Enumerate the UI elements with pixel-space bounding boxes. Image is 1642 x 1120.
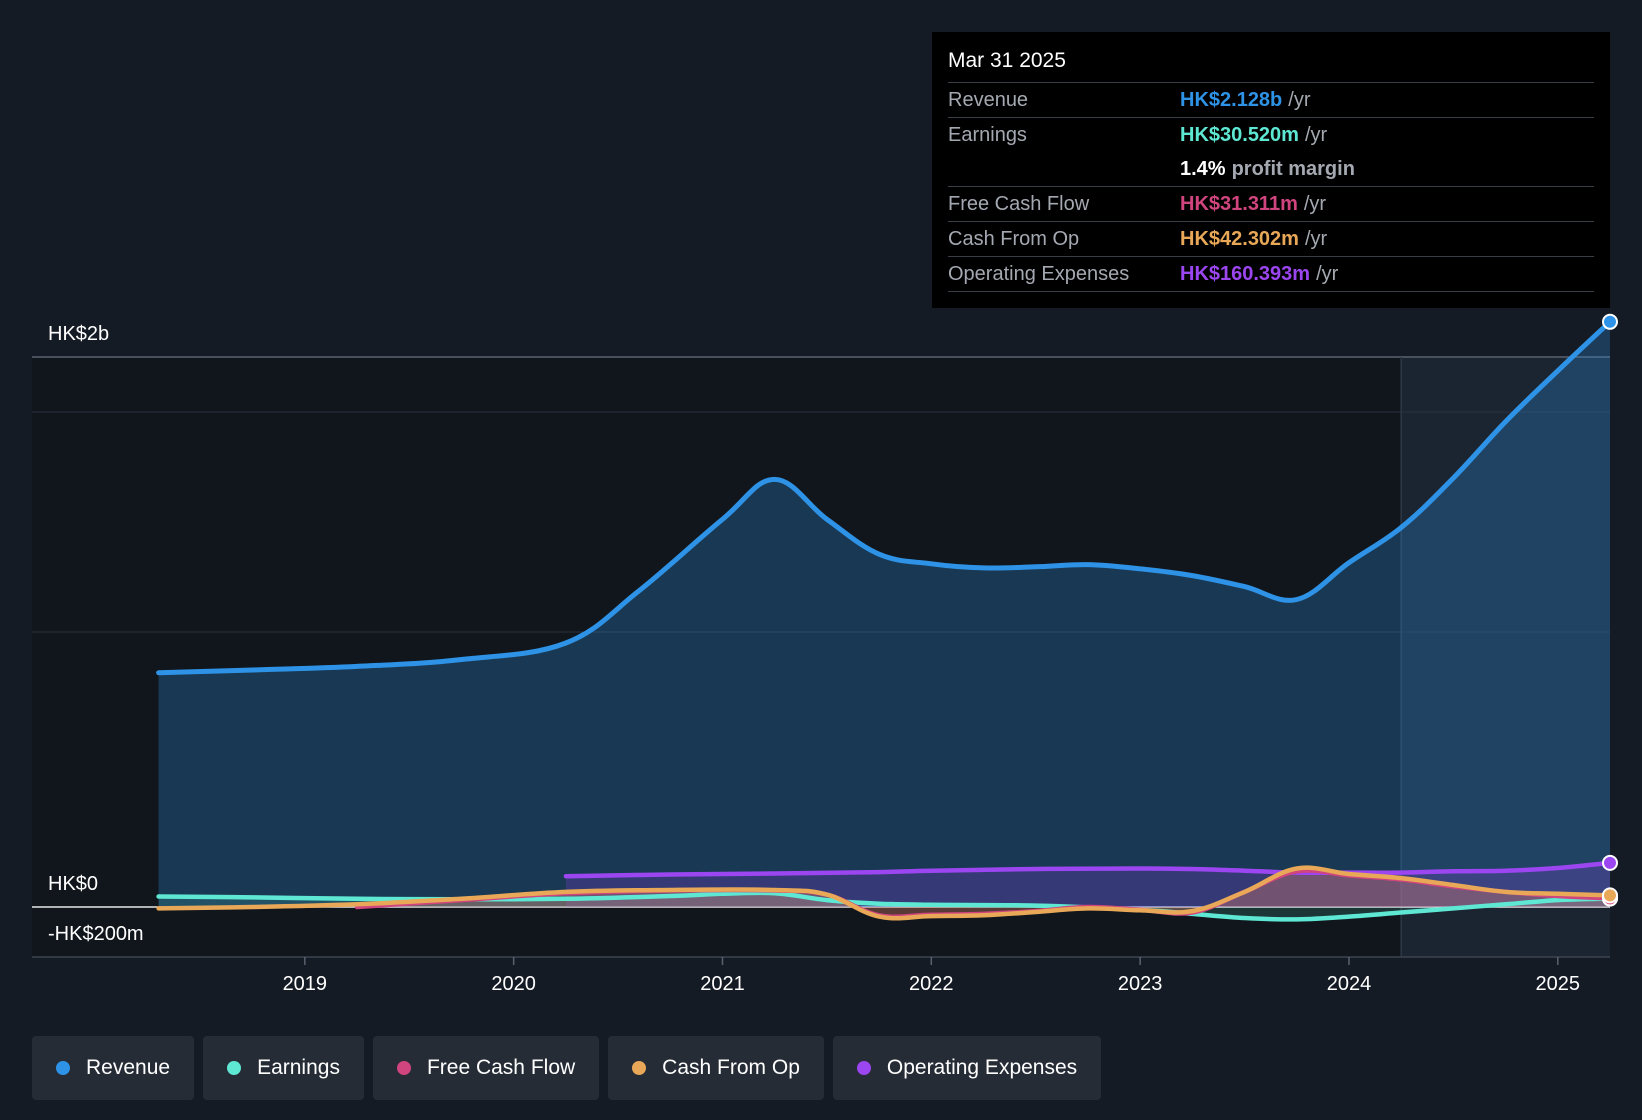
tooltip-value: HK$42.302m <box>1180 227 1299 250</box>
tooltip-value: HK$30.520m <box>1180 123 1299 146</box>
tooltip-label: Operating Expenses <box>948 262 1130 285</box>
past-region <box>32 357 1402 957</box>
revenue-area <box>158 321 1611 907</box>
legend-item-cash-from-op[interactable]: Cash From Op <box>608 1036 824 1100</box>
tooltip-label: Cash From Op <box>948 227 1080 250</box>
tooltip-row-cfo: Cash From Op HK$42.302m /yr <box>948 222 1594 257</box>
data-tooltip: Mar 31 2025 Revenue HK$2.128b /yr Earnin… <box>932 32 1610 308</box>
cash-from-op-line <box>156 865 1613 921</box>
tooltip-unit: /yr <box>1303 192 1327 215</box>
free-cash-flow-dot-icon <box>396 1061 411 1075</box>
tooltip-label: Revenue <box>948 88 1029 111</box>
legend-item-revenue[interactable]: Revenue <box>32 1036 195 1100</box>
legend-item-operating-expenses[interactable]: Operating Expenses <box>832 1036 1102 1100</box>
x-tick-label: 2019 <box>283 973 328 995</box>
x-axis-ticks: 2019 2020 2021 2022 2023 2024 2025 <box>283 957 1580 995</box>
legend-label: Revenue <box>86 1056 171 1079</box>
tooltip-row-earnings: Earnings HK$30.520m /yr <box>948 118 1594 152</box>
operating-expenses-dot-icon <box>856 1061 871 1075</box>
chart-legend: Revenue Earnings Free Cash Flow Cash Fro… <box>32 1036 1102 1100</box>
tooltip-row-margin: 1.4% profit margin <box>948 152 1594 187</box>
cash-from-op-dot-icon <box>632 1061 647 1075</box>
tooltip-row-fcf: Free Cash Flow HK$31.311m /yr <box>948 187 1594 222</box>
revenue-line <box>156 319 1613 676</box>
tooltip-value: HK$160.393m <box>1180 262 1311 285</box>
tooltip-label: Free Cash Flow <box>948 192 1090 215</box>
x-tick-label: 2022 <box>909 973 954 995</box>
cash-from-op-end-marker <box>1602 887 1618 904</box>
legend-item-earnings[interactable]: Earnings <box>203 1036 364 1100</box>
earnings-dot-icon <box>227 1061 242 1075</box>
y-label-zero: HK$0 <box>48 873 98 895</box>
tooltip-value: HK$2.128b <box>1180 88 1283 111</box>
legend-label: Earnings <box>257 1056 340 1079</box>
legend-label: Free Cash Flow <box>426 1056 576 1079</box>
profit-margin-value: 1.4% <box>1180 157 1226 180</box>
operating-expenses-line <box>563 860 1613 879</box>
tooltip-row-opex: Operating Expenses HK$160.393m /yr <box>948 257 1594 292</box>
free-cash-flow-area <box>357 870 1610 917</box>
revenue-dot-icon <box>56 1061 70 1075</box>
operating-expenses-end-marker <box>1602 854 1618 871</box>
x-tick-label: 2025 <box>1536 973 1581 995</box>
tooltip-unit: /yr <box>1304 123 1328 146</box>
profit-margin-text: profit margin <box>1231 157 1355 180</box>
tooltip-date: Mar 31 2025 <box>948 46 1594 83</box>
series-lines <box>156 319 1613 922</box>
tooltip-unit: /yr <box>1304 227 1328 250</box>
tooltip-unit: /yr <box>1288 88 1311 111</box>
tooltip-unit: /yr <box>1316 262 1339 285</box>
tooltip-value: HK$31.311m <box>1180 192 1298 215</box>
x-tick-label: 2020 <box>491 973 536 995</box>
y-label-bottom: -HK$200m <box>48 923 144 945</box>
x-tick-label: 2021 <box>700 973 745 995</box>
cash-from-op-area <box>158 867 1611 919</box>
line-chart: 2019 2020 2021 2022 2023 2024 2025 HK$2b HK$0 … <box>32 313 1618 995</box>
legend-item-free-cash-flow[interactable]: Free Cash Flow <box>372 1036 600 1100</box>
future-highlight-region <box>1401 357 1610 957</box>
x-tick-label: 2024 <box>1327 973 1372 995</box>
legend-label: Operating Expenses <box>886 1056 1078 1079</box>
tooltip-label: Earnings <box>948 123 1027 146</box>
end-markers <box>1602 313 1618 907</box>
revenue-end-marker <box>1602 313 1618 330</box>
y-label-top: HK$2b <box>48 323 109 345</box>
legend-label: Cash From Op <box>662 1056 800 1079</box>
tooltip-row-revenue: Revenue HK$2.128b /yr <box>948 83 1594 118</box>
x-tick-label: 2023 <box>1118 973 1163 995</box>
